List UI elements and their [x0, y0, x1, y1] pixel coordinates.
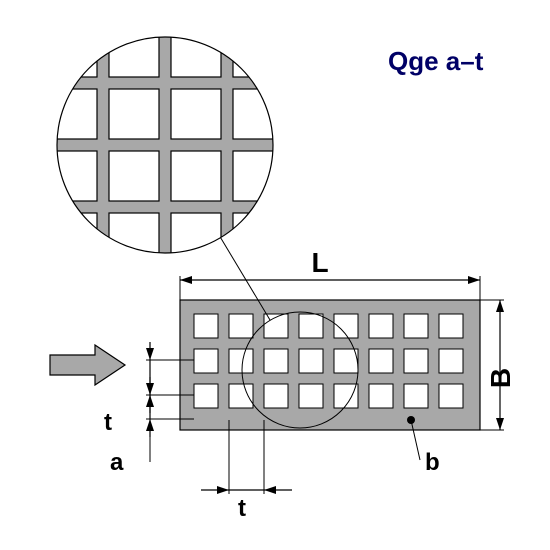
plate-hole	[404, 349, 428, 373]
plate-hole	[439, 314, 463, 338]
plate-hole	[229, 314, 253, 338]
plate-hole	[194, 384, 218, 408]
dim-label-t-vert: t	[104, 409, 112, 436]
plate-hole	[369, 349, 393, 373]
plate-hole	[194, 314, 218, 338]
plate-hole	[439, 384, 463, 408]
plate-hole	[334, 384, 358, 408]
plate-hole	[264, 384, 288, 408]
direction-arrow	[50, 345, 125, 385]
plate-hole	[404, 314, 428, 338]
plate-hole	[299, 349, 323, 373]
plate-hole	[229, 384, 253, 408]
plate-hole	[334, 349, 358, 373]
title-label: Qge a–t	[388, 46, 484, 76]
dim-label-b: b	[425, 449, 440, 476]
plate-hole	[369, 314, 393, 338]
dim-label-a: a	[110, 449, 124, 476]
perforated-plate	[180, 300, 480, 430]
plate-hole	[299, 384, 323, 408]
plate-hole	[299, 314, 323, 338]
dim-label-t-horiz: t	[238, 495, 246, 522]
plate-hole	[194, 349, 218, 373]
plate-hole	[404, 384, 428, 408]
plate-hole	[229, 349, 253, 373]
plate-hole	[439, 349, 463, 373]
plate-hole	[264, 349, 288, 373]
magnifier-detail	[0, 0, 345, 325]
dim-label-L: L	[311, 247, 328, 278]
plate-hole	[369, 384, 393, 408]
dim-label-B: B	[485, 368, 516, 388]
